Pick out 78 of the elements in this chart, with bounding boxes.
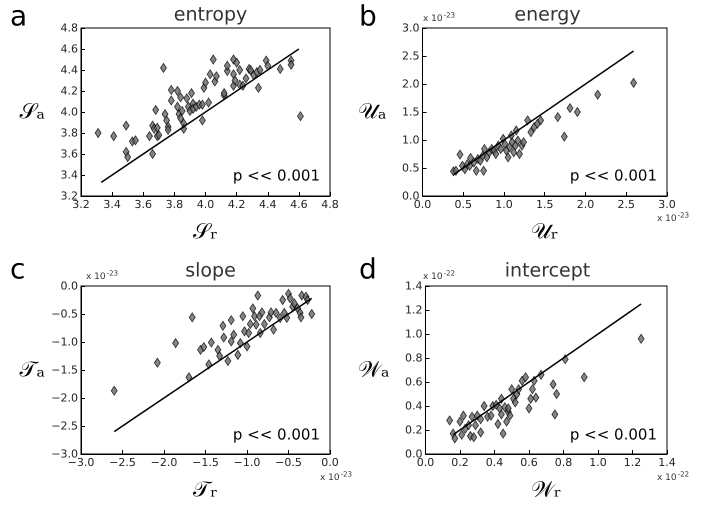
- y-tick-label: −2.5: [51, 420, 78, 432]
- x-axis-title: 𝒰ᵣ: [530, 220, 559, 244]
- x-axis-title: 𝒲ᵣ: [530, 478, 562, 502]
- y-tick-label: 0.2: [404, 424, 422, 436]
- y-tick-label: 1.0: [402, 134, 420, 146]
- x-tick-label: 4.4: [259, 198, 276, 211]
- y-tick-label: 0.8: [404, 352, 422, 364]
- y-tick-label: −0.5: [51, 308, 78, 320]
- y-axis-title: 𝒲ₐ: [358, 358, 390, 382]
- y-tick-label: −1.0: [51, 336, 78, 348]
- x-tick-label: 3.6: [134, 198, 152, 211]
- y-tick-label: 1.5: [402, 106, 420, 118]
- x-tick-label: 4.8: [321, 198, 339, 211]
- y-axis-title: 𝒰ₐ: [358, 100, 386, 124]
- chart-title: slope: [185, 260, 236, 282]
- x-tick-label: 3.0: [658, 198, 676, 211]
- x-tick-label: 1.0: [589, 456, 607, 469]
- x-tick-label: 4.6: [290, 198, 308, 211]
- y-tick-label: 0.0: [60, 280, 78, 292]
- y-tick-label: 2.5: [402, 50, 420, 62]
- y-tick-label: −2.0: [51, 392, 78, 404]
- x-tick-label: 1.2: [624, 456, 642, 469]
- text: b: [359, 0, 377, 32]
- x-tick-label: 0.2: [451, 456, 469, 469]
- annotation: p << 0.001: [232, 166, 320, 184]
- y-tick-label: 1.4: [404, 280, 422, 292]
- x-tick-label: −2.0: [150, 456, 178, 469]
- y-tick-label: 4.8: [60, 22, 78, 34]
- x-tick-label: 3.8: [166, 198, 184, 211]
- text: d: [359, 252, 377, 286]
- annotation: p << 0.001: [570, 426, 658, 444]
- x-tick-label: 4.2: [228, 198, 246, 211]
- y-tick-label: −1.5: [51, 364, 78, 376]
- x-tick-label: 2.5: [618, 198, 635, 211]
- y-tick-label: 0.4: [404, 400, 422, 412]
- y-tick-label: 4.6: [60, 42, 78, 56]
- x-axis-title: 𝒮ᵣ: [193, 220, 218, 244]
- x-tick-label: −1.0: [234, 456, 260, 469]
- x-tick-label: −0.5: [275, 456, 302, 469]
- y-tick-label: 1.0: [404, 328, 422, 340]
- annotation: p << 0.001: [570, 166, 658, 184]
- x-tick-label: 0.0: [416, 456, 434, 469]
- y-tick-label: 3.8: [60, 126, 78, 140]
- x-axis-title: 𝒯ᵣ: [193, 478, 218, 502]
- x-tick-label: −1.5: [192, 456, 219, 469]
- x-tick-label: 1.5: [536, 198, 554, 211]
- y-tick-label: 4.4: [60, 64, 78, 76]
- x-tick-label: 0.8: [554, 456, 572, 469]
- x-tick-label: 4.0: [196, 198, 214, 211]
- y-tick-label: 3.6: [60, 148, 78, 160]
- text: c: [10, 252, 26, 286]
- y-tick-label: 3.4: [60, 168, 78, 182]
- y-axis-title: 𝒯ₐ: [20, 358, 45, 382]
- y-tick-label: 4.0: [60, 106, 78, 118]
- y-tick-label: 3.0: [402, 22, 420, 34]
- chart-title: entropy: [174, 4, 248, 26]
- x-tick-label: 3.4: [103, 198, 121, 211]
- x-tick-label: 0.6: [520, 456, 538, 469]
- y-tick-label: −3.0: [51, 448, 78, 460]
- x-tick-label: 0.0: [321, 456, 339, 469]
- y-tick-label: 0.5: [402, 162, 420, 174]
- y-tick-label: 4.2: [60, 84, 78, 98]
- x-tick-label: 3.2: [72, 198, 90, 211]
- chart-title: energy: [514, 4, 581, 26]
- y-axis-title: 𝒮ₐ: [20, 100, 45, 124]
- x-tick-label: 0.5: [454, 198, 472, 211]
- annotation: p << 0.001: [232, 426, 320, 444]
- chart-title: intercept: [504, 260, 590, 282]
- text: a: [10, 0, 28, 32]
- x-tick-label: 0.4: [486, 456, 504, 469]
- x-tick-label: −2.5: [109, 456, 136, 469]
- y-tick-label: 2.0: [402, 78, 420, 90]
- x-tick-label: 1.0: [495, 198, 513, 211]
- x-tick-label: 2.0: [576, 198, 594, 211]
- y-tick-label: 1.2: [404, 304, 422, 316]
- y-tick-label: 0.6: [404, 376, 422, 388]
- x-tick-label: 1.4: [658, 456, 676, 469]
- x-tick-label: 0.0: [414, 198, 432, 211]
